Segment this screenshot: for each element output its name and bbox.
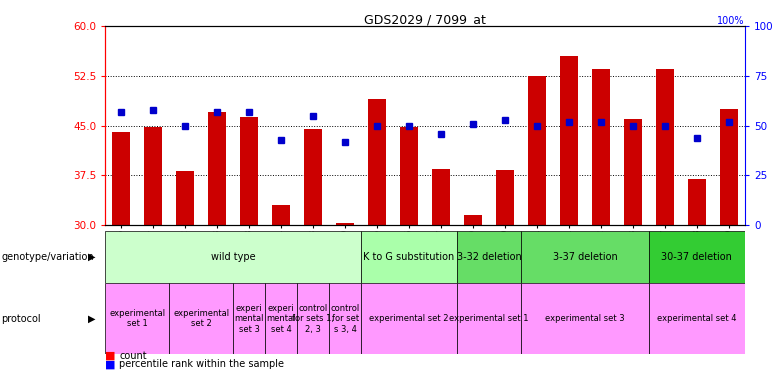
Text: protocol: protocol: [2, 314, 41, 324]
Bar: [592, 69, 610, 225]
Bar: [649, 231, 745, 283]
Text: experi
mental
set 3: experi mental set 3: [235, 304, 264, 334]
Bar: [112, 132, 130, 225]
Bar: [208, 112, 226, 225]
Bar: [233, 283, 265, 354]
Text: 3-37 deletion: 3-37 deletion: [552, 252, 618, 262]
Text: experimental set 4: experimental set 4: [658, 314, 736, 323]
Text: experi
mental
set 4: experi mental set 4: [267, 304, 296, 334]
Text: percentile rank within the sample: percentile rank within the sample: [119, 359, 285, 369]
Bar: [144, 127, 162, 225]
Text: control
for set
s 3, 4: control for set s 3, 4: [331, 304, 360, 334]
Bar: [656, 69, 674, 225]
Text: K to G substitution: K to G substitution: [363, 252, 455, 262]
Bar: [457, 283, 521, 354]
Bar: [649, 283, 745, 354]
Bar: [560, 56, 578, 225]
Bar: [297, 283, 329, 354]
Text: ▶: ▶: [87, 314, 95, 324]
Bar: [457, 231, 521, 283]
Text: ■: ■: [105, 351, 115, 361]
Bar: [624, 119, 642, 225]
Text: 30-37 deletion: 30-37 deletion: [661, 252, 732, 262]
Bar: [400, 127, 418, 225]
Text: count: count: [119, 351, 147, 361]
Text: experimental set 2: experimental set 2: [370, 314, 448, 323]
Bar: [240, 117, 258, 225]
Bar: [304, 129, 322, 225]
Text: 100%: 100%: [718, 16, 745, 26]
Text: GDS2029 / 7099_at: GDS2029 / 7099_at: [364, 13, 486, 26]
Bar: [105, 231, 361, 283]
Text: 3-32 deletion: 3-32 deletion: [456, 252, 522, 262]
Bar: [176, 171, 194, 225]
Bar: [105, 283, 169, 354]
Text: control
for sets 1,
2, 3: control for sets 1, 2, 3: [292, 304, 334, 334]
Bar: [265, 283, 297, 354]
Bar: [496, 170, 514, 225]
Bar: [464, 215, 482, 225]
Bar: [361, 283, 457, 354]
Bar: [521, 283, 649, 354]
Bar: [368, 99, 386, 225]
Text: experimental set 3: experimental set 3: [545, 314, 625, 323]
Bar: [521, 231, 649, 283]
Bar: [688, 178, 706, 225]
Text: wild type: wild type: [211, 252, 256, 262]
Text: experimental
set 1: experimental set 1: [109, 309, 165, 328]
Bar: [329, 283, 361, 354]
Bar: [272, 205, 290, 225]
Text: ■: ■: [105, 359, 115, 369]
Text: experimental
set 2: experimental set 2: [173, 309, 229, 328]
Bar: [720, 109, 738, 225]
Bar: [336, 223, 354, 225]
Bar: [361, 231, 457, 283]
Bar: [169, 283, 233, 354]
Bar: [528, 76, 546, 225]
Text: ▶: ▶: [87, 252, 95, 262]
Text: experimental set 1: experimental set 1: [449, 314, 529, 323]
Bar: [432, 169, 450, 225]
Text: genotype/variation: genotype/variation: [2, 252, 94, 262]
